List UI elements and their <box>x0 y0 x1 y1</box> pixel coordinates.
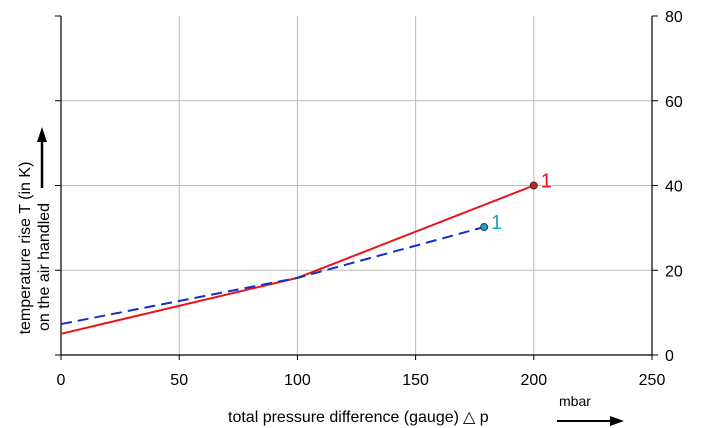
series-end-label-1: 1 <box>541 171 552 193</box>
plot-frame <box>55 15 658 360</box>
series-group: 11 <box>60 171 552 335</box>
y-tick-label: 40 <box>665 179 683 196</box>
series-end-point-2 <box>480 223 489 232</box>
series-end-label-2: 1 <box>491 212 502 234</box>
grid <box>61 16 652 355</box>
x-axis-symbol: △ p <box>463 409 489 426</box>
series-end-point-1 <box>529 181 538 190</box>
x-tick-label: 200 <box>520 372 547 389</box>
x-tick-label: 0 <box>57 372 66 389</box>
y-axis-label: temperature rise T (in K) on the air han… <box>17 162 53 335</box>
y-tick-label: 0 <box>665 348 674 365</box>
x-tick-label: 250 <box>639 372 666 389</box>
y-tick-labels: 0 20 40 60 80 <box>665 9 683 365</box>
y-tick-label: 80 <box>665 9 683 26</box>
x-tick-label: 50 <box>170 372 188 389</box>
x-axis-unit: mbar <box>559 393 591 409</box>
y-tick-label: 60 <box>665 94 683 111</box>
x-tick-labels: 0 50 100 150 200 250 <box>57 372 666 389</box>
y-axis-label-line1: temperature rise T (in K) <box>17 162 34 335</box>
y-axis-label-line2: on the air handled <box>36 203 53 331</box>
x-axis-arrow <box>557 416 624 426</box>
y-axis-arrow <box>37 127 47 188</box>
x-tick-label: 150 <box>402 372 429 389</box>
x-tick-label: 100 <box>284 372 311 389</box>
y-tick-label: 20 <box>665 263 683 280</box>
x-axis-label: total pressure difference (gauge) <box>228 409 459 426</box>
series-line-2 <box>60 226 485 326</box>
